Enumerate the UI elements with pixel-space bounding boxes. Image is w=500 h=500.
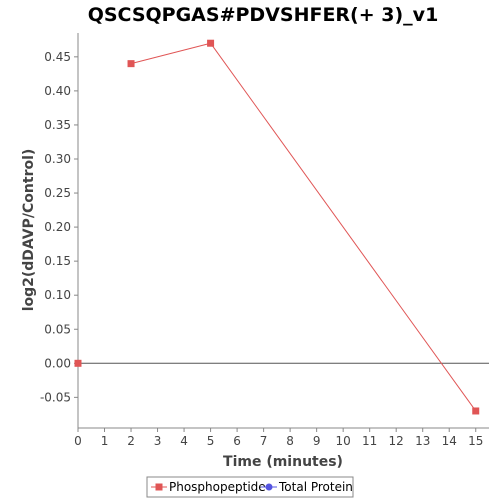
- data-point: [127, 60, 135, 68]
- series-line-segment: [210, 42, 477, 412]
- data-point: [472, 407, 480, 415]
- y-tick-label: 0.05: [44, 322, 71, 336]
- legend-label: Phosphopeptide: [169, 480, 266, 494]
- x-tick-label: 12: [389, 434, 404, 448]
- x-tick-label: 4: [180, 434, 188, 448]
- x-axis-label: Time (minutes): [223, 454, 343, 470]
- series-line-segment: [130, 42, 211, 65]
- x-tick-label: 0: [74, 434, 82, 448]
- legend-box: [146, 476, 354, 498]
- x-tick-label: 6: [233, 434, 241, 448]
- x-tick-label: 13: [415, 434, 430, 448]
- legend: Phosphopeptide Total Protein: [146, 476, 354, 498]
- x-tick-label: 3: [154, 434, 162, 448]
- x-tick-label: 11: [362, 434, 377, 448]
- plot-background: [78, 33, 489, 428]
- y-tick-label: 0.25: [44, 186, 71, 200]
- data-point: [207, 39, 215, 47]
- x-tick-label: 15: [468, 434, 483, 448]
- y-tick-label: 0.20: [44, 220, 71, 234]
- y-tick-label: 0.45: [44, 50, 71, 64]
- legend-marker: [155, 483, 163, 491]
- chart-title: QSCSQPGAS#PDVSHFER(+ 3)_v1: [88, 4, 439, 26]
- y-tick-label: 0.35: [44, 118, 71, 132]
- data-point: [74, 359, 82, 367]
- legend-label: Total Protein: [278, 480, 353, 494]
- legend-marker: [265, 483, 273, 491]
- x-tick-label: 9: [313, 434, 321, 448]
- y-tick-label: 0.15: [44, 254, 71, 268]
- y-tick-label: 0.30: [44, 152, 71, 166]
- x-tick-label: 2: [127, 434, 135, 448]
- y-tick-label: -0.05: [40, 390, 71, 404]
- x-tick-label: 10: [336, 434, 351, 448]
- x-tick-label: 1: [101, 434, 109, 448]
- y-tick-label: 0.10: [44, 288, 71, 302]
- x-tick-label: 14: [442, 434, 457, 448]
- x-tick-label: 8: [286, 434, 294, 448]
- plot-area: -0.05 0.00 0.05 0.10 0.15 0.20 0.25 0.30 0.35 0.4…: [40, 33, 489, 448]
- x-tick-label: 7: [260, 434, 268, 448]
- x-tick-label: 5: [207, 434, 215, 448]
- y-axis-label: log2(dDAVP/Control): [21, 149, 37, 312]
- y-tick-label: 0.00: [44, 356, 71, 370]
- y-tick-label: 0.40: [44, 84, 71, 98]
